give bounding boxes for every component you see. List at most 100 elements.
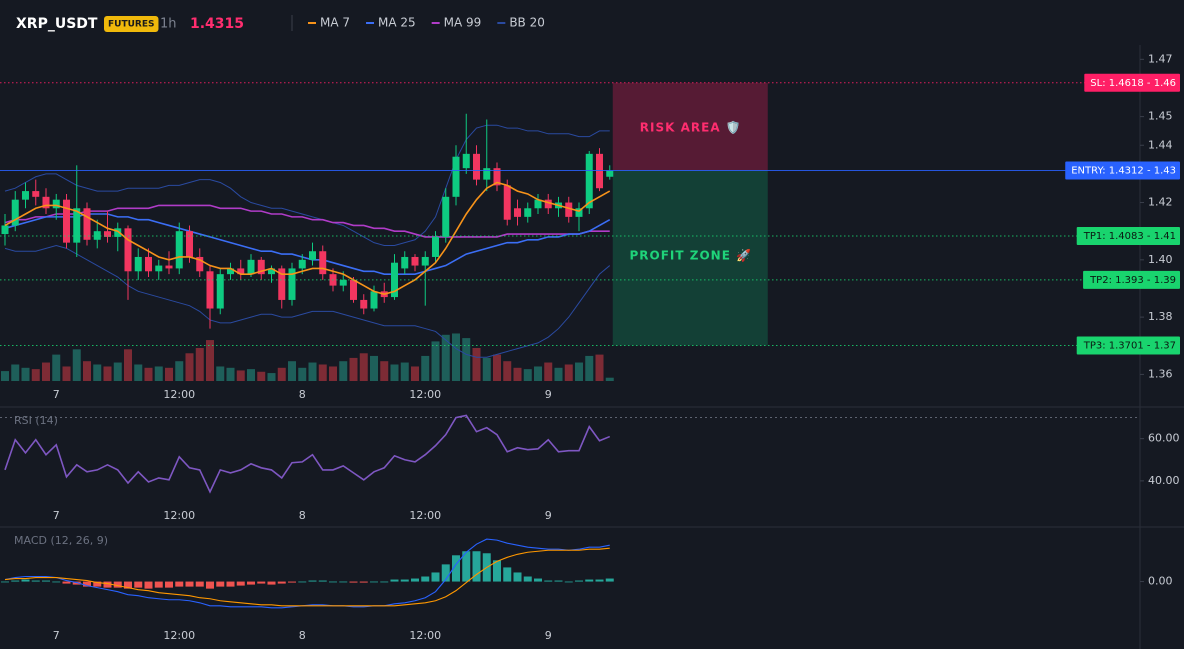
time-label: 7	[53, 388, 60, 401]
zone	[612, 82, 768, 171]
candle-body	[134, 256, 142, 272]
time-label: 7	[53, 509, 60, 522]
candle-body	[493, 168, 501, 186]
zone	[612, 170, 768, 346]
volume-bar	[431, 341, 440, 381]
macd-histogram-bar	[534, 578, 542, 582]
candle-body	[585, 153, 593, 209]
volume-bar	[124, 349, 132, 381]
y-tick-label: 1.38	[1148, 310, 1173, 323]
macd-histogram-bar	[544, 580, 553, 582]
time-label: 9	[545, 629, 552, 642]
candle-body	[124, 228, 132, 272]
volume-bar	[308, 362, 317, 381]
macd-histogram-bar	[421, 576, 430, 582]
candle-body	[63, 199, 70, 243]
volume-bar	[575, 362, 583, 381]
volume-bar	[472, 348, 481, 381]
volume-bar	[1, 371, 9, 381]
candle-body	[411, 256, 419, 266]
macd-histogram-bar	[11, 580, 20, 582]
legend-label: MA 99	[444, 16, 482, 30]
level-label-bg	[1076, 336, 1180, 355]
candle-body	[350, 279, 357, 300]
candle-body	[575, 208, 583, 217]
macd-histogram-bar	[503, 567, 512, 582]
y-tick-label: 0.00	[1148, 575, 1173, 588]
macd-histogram-bar	[165, 581, 173, 588]
macd-histogram-bar	[431, 572, 440, 582]
macd-histogram-bar	[595, 579, 604, 582]
candle-body	[606, 170, 614, 177]
time-label: 12:00	[409, 509, 441, 522]
candle-body	[216, 274, 224, 309]
macd-histogram-bar	[226, 581, 235, 587]
volume-bar	[226, 367, 235, 381]
volume-bar	[349, 357, 358, 381]
candle-body	[32, 191, 40, 197]
volume-bar	[216, 366, 225, 381]
volume-bar	[441, 334, 450, 381]
volume-bar	[52, 354, 61, 381]
y-tick-label: 1.45	[1148, 110, 1173, 123]
candle-body	[462, 153, 470, 169]
candle-body	[473, 153, 480, 180]
macd-histogram-bar	[1, 581, 9, 583]
candle-body	[155, 265, 163, 272]
level-label: TP3: 1.3701 - 1.37	[1083, 340, 1176, 351]
macd-histogram-bar	[513, 572, 522, 582]
volume-bar	[544, 362, 553, 381]
volume-bar	[42, 362, 50, 381]
macd-histogram-bar	[206, 581, 214, 589]
candle-body	[319, 251, 327, 275]
volume-bar	[421, 355, 430, 381]
y-tick-label: 1.36	[1148, 367, 1173, 380]
candle-body	[565, 202, 573, 217]
macd-histogram-bar	[31, 580, 40, 582]
macd-histogram-bar	[134, 581, 143, 588]
level-label-bg	[1076, 227, 1180, 246]
legend-label: MA 25	[378, 16, 416, 30]
level-label: ENTRY: 1.4312 - 1.43	[1071, 165, 1176, 176]
macd-histogram-bar	[175, 581, 184, 587]
futures-badge: FUTURES	[108, 20, 154, 30]
panel-title: MACD (12, 26, 9)	[14, 534, 108, 547]
y-tick-label: 1.47	[1148, 52, 1173, 65]
legend-label: MA 7	[320, 16, 350, 30]
volume-bar	[175, 361, 184, 381]
macd-histogram-bar	[575, 580, 583, 582]
time-label: 9	[545, 388, 552, 401]
candle-body	[257, 259, 265, 275]
macd-histogram-bar	[93, 581, 102, 587]
volume-bar	[400, 362, 409, 381]
candle-body	[52, 199, 60, 209]
level-label: TP1: 1.4083 - 1.41	[1083, 231, 1176, 242]
volume-bar	[195, 348, 204, 381]
time-label: 8	[299, 388, 306, 401]
macd-histogram-bar	[318, 580, 327, 582]
level-label: SL: 1.4618 - 1.46	[1090, 78, 1176, 89]
macd-histogram-bar	[564, 581, 573, 583]
macd-histogram-bar	[493, 560, 501, 582]
candle-body	[247, 259, 255, 275]
zone-label: PROFIT ZONE 🚀	[629, 248, 752, 262]
volume-bar	[339, 361, 348, 381]
candle-body	[186, 231, 193, 257]
macd-histogram-bar	[359, 581, 368, 583]
candle-body	[83, 208, 91, 240]
candle-body	[196, 256, 204, 272]
candle-body	[288, 268, 296, 300]
last-price: 1.4315	[190, 16, 244, 32]
macd-histogram-bar	[462, 551, 471, 582]
y-tick-label: 40.00	[1148, 474, 1180, 487]
volume-bar	[144, 367, 153, 381]
candle-body	[93, 231, 101, 240]
y-tick-label: 1.40	[1148, 253, 1173, 266]
macd-histogram-bar	[308, 580, 317, 582]
macd-histogram-bar	[62, 581, 71, 584]
candle-body	[503, 185, 511, 220]
zone-label: RISK AREA 🛡️	[640, 120, 742, 134]
candle-body	[22, 191, 29, 200]
macd-histogram-bar	[52, 581, 61, 583]
macd-histogram-bar	[400, 579, 409, 582]
